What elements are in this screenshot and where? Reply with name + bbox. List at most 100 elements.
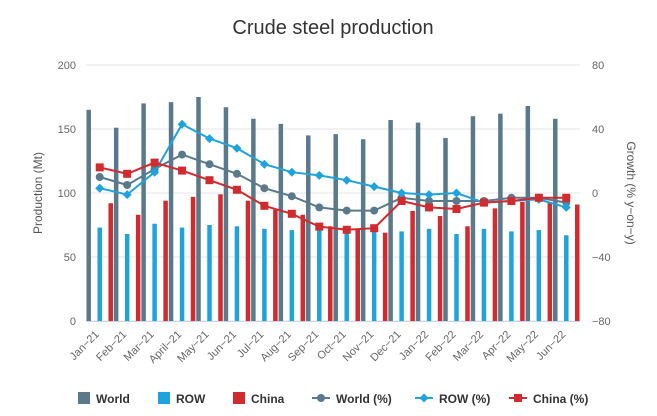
- bar-china: [492, 208, 498, 321]
- point-world-pct: [315, 203, 324, 212]
- chart-title: Crude steel production: [232, 17, 433, 39]
- bar-world: [86, 109, 91, 321]
- point-world-pct: [342, 206, 351, 215]
- point-row-pct: [397, 188, 407, 198]
- y2-axis-title: Growth (% y−on−y): [624, 141, 638, 244]
- point-row-pct: [424, 190, 434, 200]
- legend: World ROW China World (%) ROW (%) China (%): [78, 392, 588, 406]
- bar-world: [113, 127, 119, 321]
- legend-label-row-pct: ROW (%): [439, 392, 490, 406]
- point-world-pct: [452, 197, 461, 205]
- legend-marker-china: [514, 394, 522, 402]
- point-row-pct: [314, 170, 324, 180]
- point-world-pct: [370, 206, 379, 215]
- point-row-pct: [452, 188, 461, 198]
- point-china-pct: [178, 166, 187, 175]
- bar-row: [152, 223, 157, 321]
- bar-world: [278, 123, 284, 321]
- legend-label-row: ROW: [176, 392, 206, 406]
- x-tick-label: Dec−21: [368, 329, 404, 365]
- y2-tick-label: −80: [592, 316, 611, 328]
- legend-swatch-world: [78, 392, 90, 404]
- bar-row: [564, 235, 569, 321]
- point-china-pct: [123, 169, 132, 178]
- legend-label-china-pct: China (%): [533, 392, 588, 406]
- bar-china: [135, 214, 141, 321]
- bar-world: [168, 102, 174, 322]
- x-tick-label: Jun−21: [205, 329, 239, 363]
- bars: [86, 97, 580, 322]
- y2-tick-label: −40: [592, 252, 611, 264]
- point-world-pct: [260, 184, 269, 193]
- point-world-pct: [95, 173, 104, 181]
- x-tick-label: Jun−22: [534, 329, 568, 363]
- point-row-pct: [561, 202, 571, 212]
- point-row-pct: [232, 143, 242, 153]
- bar-world: [498, 113, 503, 321]
- y-tick-label: 100: [58, 188, 76, 200]
- lines: [95, 119, 571, 234]
- y2-tick-label: 40: [592, 124, 604, 136]
- bar-world: [306, 135, 311, 321]
- y2-tick-label: 80: [592, 60, 604, 72]
- point-china-pct: [150, 158, 159, 167]
- point-china-pct: [479, 198, 488, 207]
- bar-row: [454, 233, 459, 321]
- bar-china: [465, 226, 470, 321]
- point-china-pct: [507, 197, 516, 205]
- legend-marker-row: [419, 393, 429, 403]
- point-china-pct: [205, 176, 214, 185]
- bar-world: [388, 120, 393, 321]
- point-world-pct: [425, 197, 434, 205]
- bar-row: [371, 230, 377, 321]
- point-row-pct: [177, 119, 187, 129]
- legend-swatch-row: [158, 392, 170, 404]
- bar-china: [328, 226, 333, 321]
- bar-row: [317, 230, 322, 321]
- bar-row: [124, 233, 130, 321]
- bar-world: [470, 116, 476, 321]
- bar-row: [97, 227, 102, 321]
- x-tick-label: Sep−21: [286, 329, 322, 365]
- y-tick-label: 0: [70, 316, 76, 328]
- bar-row: [234, 226, 240, 321]
- point-china-pct: [562, 193, 571, 202]
- bar-china: [273, 209, 278, 321]
- bar-row: [536, 230, 542, 321]
- point-china-pct: [287, 209, 296, 218]
- bar-world: [443, 137, 448, 321]
- bar-china: [190, 196, 196, 321]
- point-row-pct: [259, 159, 269, 169]
- bar-row: [481, 228, 487, 321]
- y-tick-label: 50: [64, 252, 76, 264]
- bar-china: [520, 201, 525, 321]
- bar-china: [245, 200, 251, 321]
- bar-world: [415, 122, 421, 321]
- point-china-pct: [315, 222, 324, 231]
- bar-row: [179, 227, 185, 321]
- point-row-pct: [150, 167, 160, 177]
- point-china-pct: [452, 205, 461, 213]
- bar-china: [575, 204, 580, 321]
- point-china-pct: [397, 197, 406, 205]
- bar-world: [196, 97, 201, 321]
- point-china-pct: [534, 193, 543, 202]
- point-row-pct: [205, 134, 214, 144]
- bar-row: [262, 228, 267, 321]
- bar-china: [437, 216, 443, 321]
- point-china-pct: [342, 225, 351, 234]
- point-row-pct: [287, 167, 297, 177]
- bar-china: [108, 203, 113, 321]
- bar-world: [360, 139, 366, 321]
- point-row-pct: [122, 190, 132, 200]
- x-tick-label: Mar−22: [451, 329, 486, 364]
- legend-label-world: World: [96, 392, 130, 406]
- bar-row: [344, 231, 349, 321]
- point-world-pct: [123, 181, 132, 189]
- bar-world: [251, 118, 256, 321]
- bar-china: [382, 232, 388, 321]
- legend-swatch-china: [233, 392, 245, 404]
- bar-world: [553, 118, 558, 321]
- gridlines: [86, 64, 580, 322]
